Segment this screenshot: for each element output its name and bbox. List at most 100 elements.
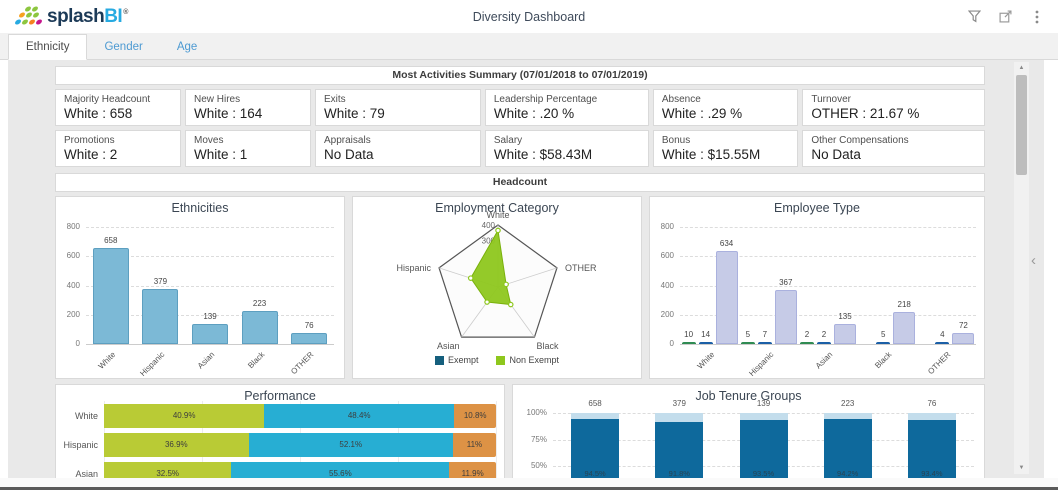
- chart-title-performance: Performance: [244, 389, 316, 403]
- bar-hispanic-series-1[interactable]: [740, 342, 755, 344]
- splashbi-logo-icon: [15, 5, 42, 25]
- bar-hispanic-series-2[interactable]: [757, 342, 772, 344]
- collapse-panel-chevron[interactable]: ‹: [1031, 252, 1036, 269]
- bar-white-series-2[interactable]: [698, 341, 713, 344]
- bar-value-label: 634: [719, 239, 734, 249]
- filter-icon[interactable]: [967, 9, 982, 24]
- summary-card-appraisals[interactable]: Appraisals No Data: [315, 130, 481, 167]
- y-axis-tick: 600: [66, 251, 80, 261]
- bar-white[interactable]: [92, 247, 129, 344]
- summary-card-majority-headcount[interactable]: Majority Headcount White : 658: [55, 89, 181, 126]
- y-axis-tick: 0: [75, 339, 80, 348]
- bar-asian-series-1[interactable]: [800, 342, 814, 344]
- y-axis-tick: 0: [669, 339, 674, 348]
- tab-ethnicity[interactable]: Ethnicity: [8, 34, 88, 60]
- total-label: 379: [672, 399, 686, 408]
- segment-lower-4[interactable]: [823, 419, 872, 478]
- segment-asian-1[interactable]: 32.5%: [104, 462, 232, 478]
- bar-black-series-3[interactable]: [893, 312, 916, 344]
- summary-card-bonus[interactable]: Bonus White : $15.55M: [652, 130, 799, 167]
- legend-item-non-exempt[interactable]: Non Exempt: [496, 355, 559, 365]
- bar-other-series-2[interactable]: [935, 342, 950, 344]
- segment-lower-5[interactable]: [907, 419, 956, 478]
- bottom-strip: [0, 478, 1058, 487]
- segment-hispanic-1[interactable]: 36.9%: [104, 433, 249, 457]
- bar-value-label: 139: [203, 311, 217, 321]
- segment-upper-4[interactable]: [823, 413, 872, 420]
- bar-other-series-3[interactable]: [952, 333, 975, 344]
- summary-card-exits[interactable]: Exits White : 79: [315, 89, 481, 126]
- summary-section-title: Most Activities Summary (07/01/2018 to 0…: [55, 66, 985, 85]
- tab-strip: Ethnicity Gender Age: [0, 33, 1058, 60]
- gridline: [680, 256, 976, 258]
- bar-value-label: 2: [821, 330, 827, 339]
- vertical-scrollbar[interactable]: ▲ ▼: [1014, 62, 1029, 474]
- scroll-down-arrow[interactable]: ▼: [1018, 465, 1025, 471]
- segment-lower-1[interactable]: [571, 418, 620, 478]
- segment-lower-2[interactable]: [655, 421, 704, 478]
- segment-lower-3[interactable]: [739, 419, 788, 478]
- app-header: splashBI® Diversity Dashboard: [0, 0, 1058, 33]
- segment-asian-2[interactable]: 55.6%: [231, 462, 450, 478]
- segment-hispanic-2[interactable]: 52.1%: [248, 433, 453, 457]
- bar-asian-series-2[interactable]: [817, 342, 831, 344]
- total-label: 76: [927, 399, 937, 408]
- expand-icon[interactable]: [998, 9, 1013, 24]
- svg-text:Asian: Asian: [437, 341, 460, 351]
- legend-swatch: [434, 355, 444, 365]
- svg-text:300: 300: [482, 237, 496, 246]
- bar-value-label: 658: [104, 235, 118, 245]
- summary-card-new-hires[interactable]: New Hires White : 164: [185, 89, 311, 126]
- summary-card-moves[interactable]: Moves White : 1: [185, 130, 311, 167]
- bar-asian-series-3[interactable]: [834, 324, 856, 344]
- summary-card-row-1: Majority Headcount White : 658 New Hires Wh…: [55, 89, 986, 126]
- bar-black-series-2[interactable]: [876, 342, 891, 344]
- bar-hispanic-series-3[interactable]: [774, 290, 797, 344]
- segment-asian-3[interactable]: 11.9%: [449, 462, 496, 478]
- employee-type-bar-chart: 0 200 400 600 800 10 14 634 White 5 7 367 Hispanic 2 2…: [650, 217, 984, 378]
- card-label: Absence: [661, 94, 701, 105]
- tab-age[interactable]: Age: [176, 41, 198, 53]
- chart-panel-employee-type: Employee Type 0 200 400 600 800 10 14 634 White 5…: [649, 196, 985, 379]
- scrollbar-thumb[interactable]: [1016, 75, 1027, 175]
- segment-upper-5[interactable]: [907, 413, 956, 420]
- svg-text:OTHER: OTHER: [565, 263, 597, 273]
- segment-white-2[interactable]: 48.4%: [264, 404, 455, 428]
- bar-other[interactable]: [291, 332, 328, 344]
- lower-segment-label: 93.4%: [921, 469, 943, 478]
- bar-value-label: 218: [897, 300, 911, 310]
- splashbi-logo[interactable]: splashBI®: [14, 5, 128, 29]
- card-value: White : .20 %: [493, 106, 575, 121]
- bar-value-label: 367: [779, 278, 793, 288]
- y-axis-tick: 800: [660, 222, 674, 231]
- segment-white-1[interactable]: 40.9%: [104, 404, 265, 428]
- radar-legend: Exempt Non Exempt: [353, 355, 641, 365]
- bar-black[interactable]: [241, 311, 278, 344]
- segment-upper-1[interactable]: [571, 413, 620, 419]
- bar-value-label: 14: [701, 329, 711, 339]
- gridline: [86, 314, 334, 316]
- bar-hispanic[interactable]: [142, 288, 179, 344]
- card-value: White : .29 %: [661, 106, 743, 121]
- segment-white-3[interactable]: 10.8%: [454, 404, 497, 428]
- scroll-up-arrow[interactable]: ▲: [1018, 65, 1025, 71]
- svg-text:Hispanic: Hispanic: [397, 263, 432, 273]
- chart-panel-job-tenure: Job Tenure Groups 100%75%50%6585.5%94.5%…: [512, 384, 985, 478]
- bar-white-series-1[interactable]: [681, 342, 696, 344]
- more-options-icon[interactable]: [1029, 9, 1044, 24]
- bar-white-series-3[interactable]: [715, 251, 738, 344]
- bar-asian[interactable]: [192, 323, 228, 344]
- segment-upper-2[interactable]: [655, 413, 704, 422]
- summary-card-absence[interactable]: Absence White : .29 %: [652, 89, 799, 126]
- summary-card-salary[interactable]: Salary White : $58.43M: [484, 130, 649, 167]
- summary-card-other-compensations[interactable]: Other Compensations No Data: [802, 130, 986, 167]
- legend-item-exempt[interactable]: Exempt: [434, 355, 478, 365]
- summary-card-promotions[interactable]: Promotions White : 2: [55, 130, 181, 167]
- bar-value-label: 76: [304, 320, 314, 330]
- segment-hispanic-3[interactable]: 11%: [452, 433, 496, 457]
- bar-value-label: 379: [153, 276, 168, 286]
- summary-card-turnover[interactable]: Turnover OTHER : 21.67 %: [802, 89, 986, 126]
- tab-gender[interactable]: Gender: [104, 41, 143, 53]
- segment-upper-3[interactable]: [739, 413, 788, 420]
- summary-card-leadership-percentage[interactable]: Leadership Percentage White : .20 %: [484, 89, 649, 126]
